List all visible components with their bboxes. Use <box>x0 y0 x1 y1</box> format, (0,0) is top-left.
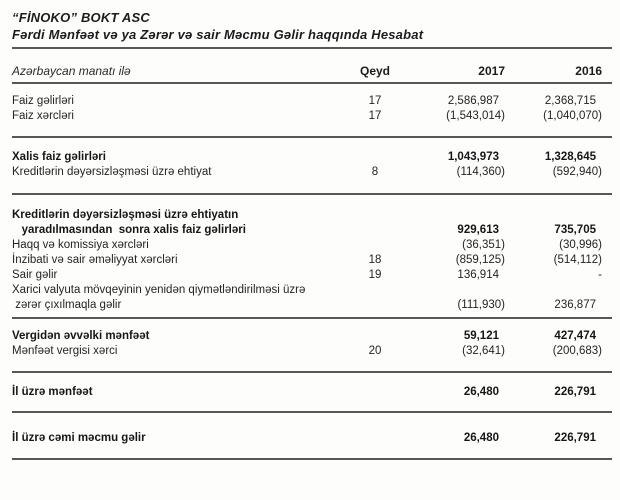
row-label-line: Sair gəlir <box>12 269 58 281</box>
horizontal-rule <box>12 458 612 460</box>
value-2016-cell: 1,328,645 <box>544 151 596 163</box>
horizontal-rule <box>12 371 612 373</box>
row-label: Faiz gəlirləri <box>12 94 350 109</box>
row-label-line: İnzibati və sair əməliyyat xərcləri <box>12 254 178 266</box>
table-row: Sair gəlir 19 136,914 - <box>12 268 612 283</box>
value-2016-cell: 735,705 <box>554 224 596 236</box>
company-name: “FİNOKO” BOKT ASC <box>12 10 150 25</box>
note-cell: 18 <box>368 254 382 266</box>
row-label-line: yaradılmasından sonra xalis faiz gəlirlə… <box>12 224 246 236</box>
row-label-line: Faiz xərcləri <box>12 110 74 122</box>
table-row: Kreditlərin dəyərsizləşməsi üzrə ehtiyat… <box>12 165 612 180</box>
value-2017-cell: (1,543,014) <box>446 110 505 122</box>
value-2017-cell: 26,480 <box>463 432 499 444</box>
value-2017-cell: (859,125) <box>455 254 505 266</box>
value-2017-cell: 2,586,987 <box>447 95 499 107</box>
value-2017-cell: (32,641) <box>462 345 505 357</box>
horizontal-rule <box>12 411 612 413</box>
note-cell: 19 <box>368 269 382 281</box>
table-row: Faiz gəlirləri 17 2,586,987 2,368,715 <box>12 94 612 109</box>
value-2016-cell: 2,368,715 <box>544 95 596 107</box>
value-2016-cell: (514,112) <box>553 254 602 266</box>
value-2016-cell: (200,683) <box>552 345 602 357</box>
table-row: Kreditlərin dəyərsizləşməsi üzrə ehtiyat… <box>12 208 612 238</box>
row-label: Kreditlərin dəyərsizləşməsi üzrə ehtiyat <box>12 165 350 180</box>
year-2016-column-header: 2016 <box>575 64 602 78</box>
value-2016-cell: (1,040,070) <box>543 110 602 122</box>
horizontal-rule <box>12 193 612 195</box>
value-2016-cell: (30,996) <box>559 239 602 251</box>
row-label-line: Xalis faiz gəlirləri <box>12 151 106 163</box>
row-label: Vergidən əvvəlki mənfəət <box>12 329 350 344</box>
value-2016-cell: - <box>598 269 602 281</box>
value-2017-cell: 26,480 <box>463 386 499 398</box>
horizontal-rule <box>12 47 612 49</box>
statement-rows: Faiz gəlirləri 17 2,586,987 2,368,715 Faiz x… <box>12 94 612 460</box>
value-2016-cell: 236,877 <box>554 299 596 311</box>
horizontal-rule <box>12 317 612 319</box>
table-row: İl üzrə mənfəət 26,480 226,791 <box>12 385 612 400</box>
table-row: Xarici valyuta mövqeyinin yenidən qiymət… <box>12 283 612 313</box>
table-column-header: Azərbaycan manatı ilə Qeyd 2017 2016 <box>12 57 612 78</box>
row-label: Mənfəət vergisi xərci <box>12 344 350 359</box>
row-label-line: Kreditlərin dəyərsizləşməsi üzrə ehtiyat <box>12 166 212 178</box>
value-2017-cell: (114,360) <box>456 166 505 178</box>
currency-note: Azərbaycan manatı ilə <box>12 64 131 78</box>
row-label: Kreditlərin dəyərsizləşməsi üzrə ehtiyat… <box>12 208 350 238</box>
value-2017-cell: 1,043,973 <box>447 151 499 163</box>
row-label-line: İl üzrə mənfəət <box>12 386 93 398</box>
row-label-line: Vergidən əvvəlki mənfəət <box>12 330 150 342</box>
note-cell: 17 <box>368 110 382 122</box>
row-label-line: Kreditlərin dəyərsizləşməsi üzrə ehtiyat… <box>12 209 239 221</box>
row-label-line: Faiz gəlirləri <box>12 95 74 107</box>
table-row: Vergidən əvvəlki mənfəət 59,121 427,474 <box>12 329 612 344</box>
row-label-line: Mənfəət vergisi xərci <box>12 345 118 357</box>
value-2017-cell: (111,930) <box>457 299 505 311</box>
row-label-line: zərər çıxılmaqla gəlir <box>12 299 122 311</box>
value-2016-cell: (592,940) <box>552 166 602 178</box>
row-label: Sair gəlir <box>12 268 350 283</box>
value-2016-cell: 226,791 <box>554 386 596 398</box>
table-row: Mənfəət vergisi xərci 20 (32,641) (200,683) <box>12 344 612 359</box>
value-2016-cell: 427,474 <box>554 330 596 342</box>
row-label: İnzibati və sair əməliyyat xərcləri <box>12 253 350 268</box>
note-column-header: Qeyd <box>359 64 390 78</box>
table-row: Xalis faiz gəlirləri 1,043,973 1,328,645 <box>12 150 612 165</box>
row-label: Haqq və komissiya xərcləri <box>12 238 350 253</box>
horizontal-rule <box>12 136 612 138</box>
row-label: Xalis faiz gəlirləri <box>12 150 350 165</box>
document-title: Fərdi Mənfəət və ya Zərər və sair Məcmu … <box>12 27 424 42</box>
row-label: Xarici valyuta mövqeyinin yenidən qiymət… <box>12 283 350 313</box>
table-row: Haqq və komissiya xərcləri (36,351) (30,99… <box>12 238 612 253</box>
note-cell: 17 <box>368 95 382 107</box>
value-2017-cell: (36,351) <box>462 239 505 251</box>
row-label: Faiz xərcləri <box>12 109 350 124</box>
note-cell: 8 <box>371 166 379 178</box>
year-2017-column-header: 2017 <box>478 64 505 78</box>
value-2017-cell: 59,121 <box>463 330 499 342</box>
row-label-line: Xarici valyuta mövqeyinin yenidən qiymət… <box>12 284 306 296</box>
table-row: İl üzrə cəmi məcmu gəlir 26,480 226,791 <box>12 431 612 446</box>
value-2017-cell: 929,613 <box>457 224 499 236</box>
value-2017-cell: 136,914 <box>457 269 499 281</box>
table-row: İnzibati və sair əməliyyat xərcləri 18 (85… <box>12 253 612 268</box>
row-label: İl üzrə cəmi məcmu gəlir <box>12 431 350 446</box>
horizontal-rule <box>12 82 612 84</box>
row-label: İl üzrə mənfəət <box>12 385 350 400</box>
value-2016-cell: 226,791 <box>554 432 596 444</box>
note-cell: 20 <box>368 345 382 357</box>
row-label-line: Haqq və komissiya xərcləri <box>12 239 149 251</box>
row-label-line: İl üzrə cəmi məcmu gəlir <box>12 432 146 444</box>
table-row: Faiz xərcləri 17 (1,543,014) (1,040,070) <box>12 109 612 124</box>
